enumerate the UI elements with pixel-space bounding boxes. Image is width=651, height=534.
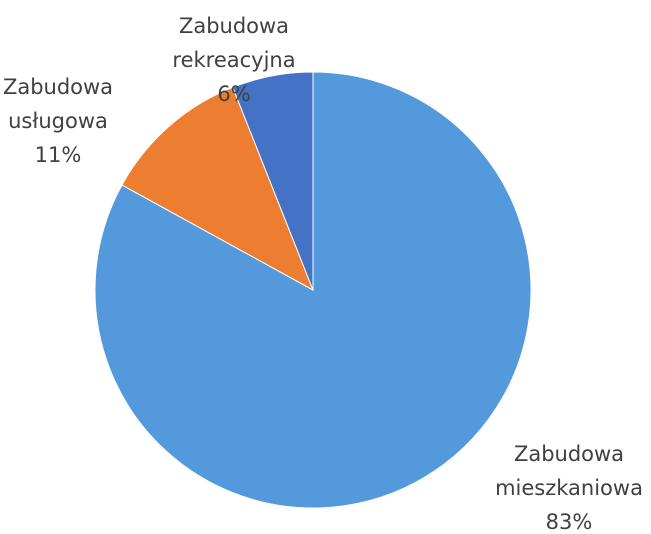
value-label: 6% xyxy=(217,82,250,106)
slice-label: Zabudowa rekreacyjna xyxy=(172,14,295,72)
value-label: 11% xyxy=(35,143,82,167)
pie-slice xyxy=(121,86,314,292)
pie-slice xyxy=(232,71,314,291)
value-label: 83% xyxy=(546,510,593,534)
slice-label: Zabudowa mieszkaniowa xyxy=(495,442,643,500)
slice-label: Zabudowa usługowa xyxy=(3,75,113,133)
